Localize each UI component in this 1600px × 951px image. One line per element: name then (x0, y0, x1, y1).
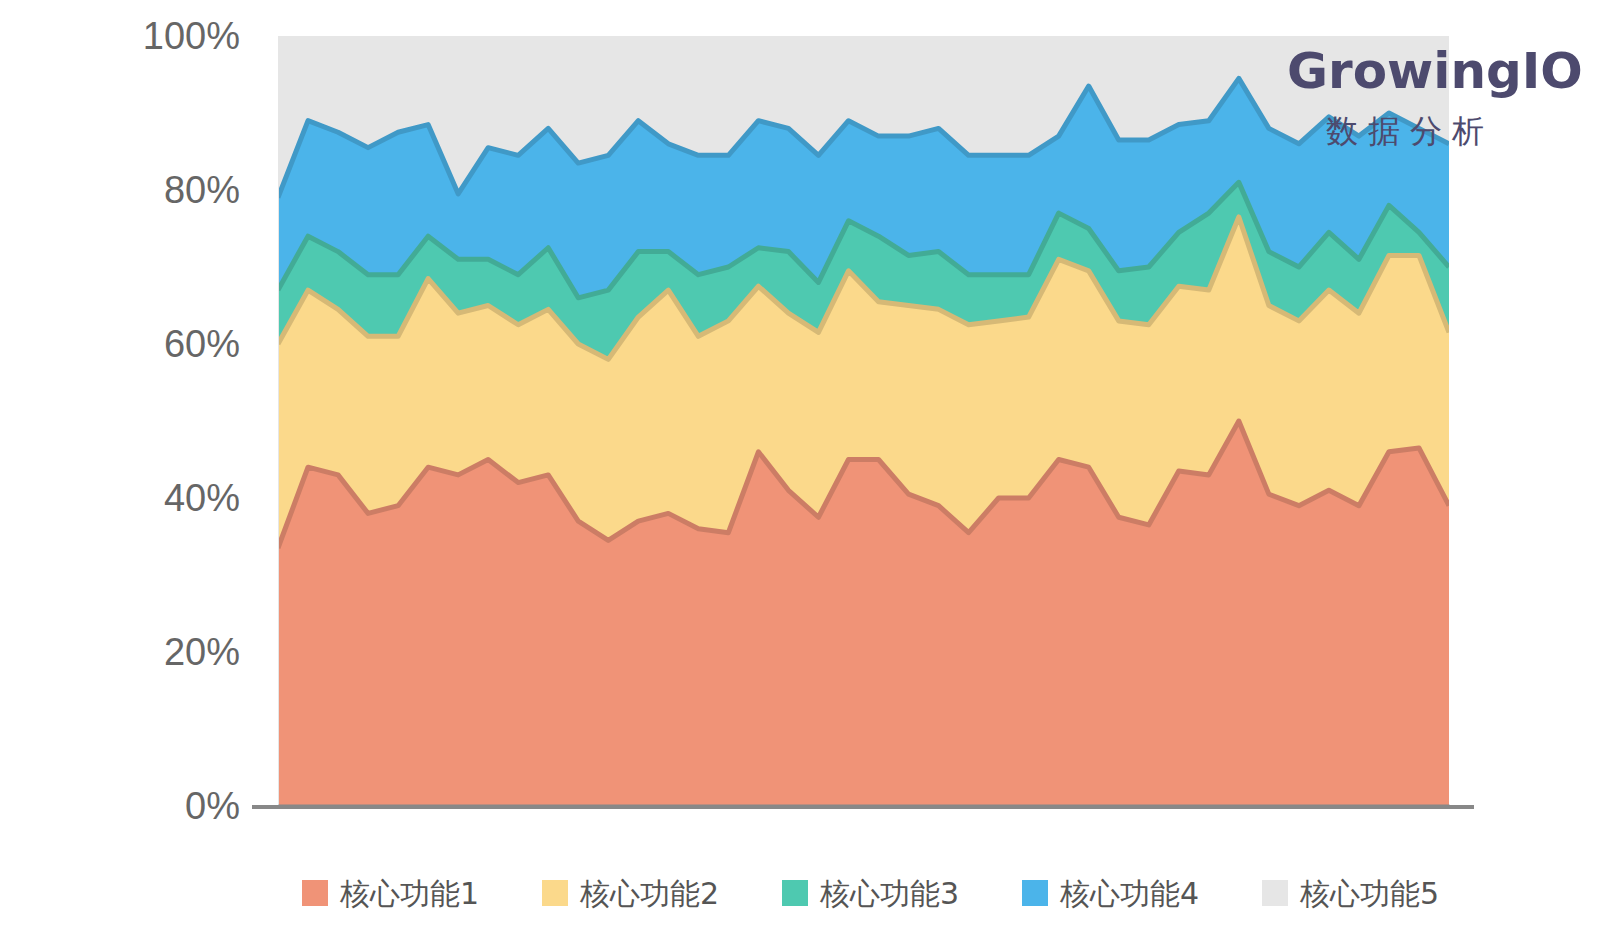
chart: 0%20%40%60%80%100%核心功能1核心功能2核心功能3核心功能4核心… (0, 0, 1600, 951)
legend-label: 核心功能1 (339, 876, 479, 911)
series-edge (278, 78, 1449, 197)
logo-text: GrowingIO (1287, 42, 1583, 100)
y-tick-label: 40% (164, 477, 240, 519)
legend-label: 核心功能4 (1059, 876, 1199, 911)
legend: 核心功能1 核心功能2 核心功能3 核心功能4 核心功能5 (302, 876, 1439, 911)
legend-label: 核心功能2 (579, 876, 719, 911)
legend-swatch (1262, 880, 1288, 906)
y-tick-label: 20% (164, 631, 240, 673)
area-series (278, 36, 1449, 198)
y-tick-label: 60% (164, 323, 240, 365)
series-edge (278, 421, 1449, 548)
y-tick: 20% (164, 631, 278, 673)
y-tick-label: 80% (164, 169, 240, 211)
series-edge (278, 217, 1449, 359)
legend-label: 核心功能5 (1299, 876, 1439, 911)
y-tick: 80% (164, 169, 278, 211)
legend-label: 核心功能3 (819, 876, 959, 911)
y-tick: 40% (164, 477, 278, 519)
y-axis: 0% 20% 40% 60% 80% 100% (143, 15, 279, 827)
baseline (252, 805, 1474, 809)
series-edge (278, 182, 1449, 297)
legend-swatch (1022, 880, 1048, 906)
y-tick-label: 100% (143, 15, 240, 57)
legend-swatch (302, 880, 328, 906)
y-tick: 60% (164, 323, 278, 365)
logo-subtext: 数据分析 (1326, 112, 1494, 150)
legend-swatch (782, 880, 808, 906)
y-axis-line (278, 37, 279, 807)
y-tick: 100% (143, 15, 278, 57)
plot-area (278, 36, 1449, 806)
y-tick-label: 0% (185, 785, 240, 827)
legend-swatch (542, 880, 568, 906)
